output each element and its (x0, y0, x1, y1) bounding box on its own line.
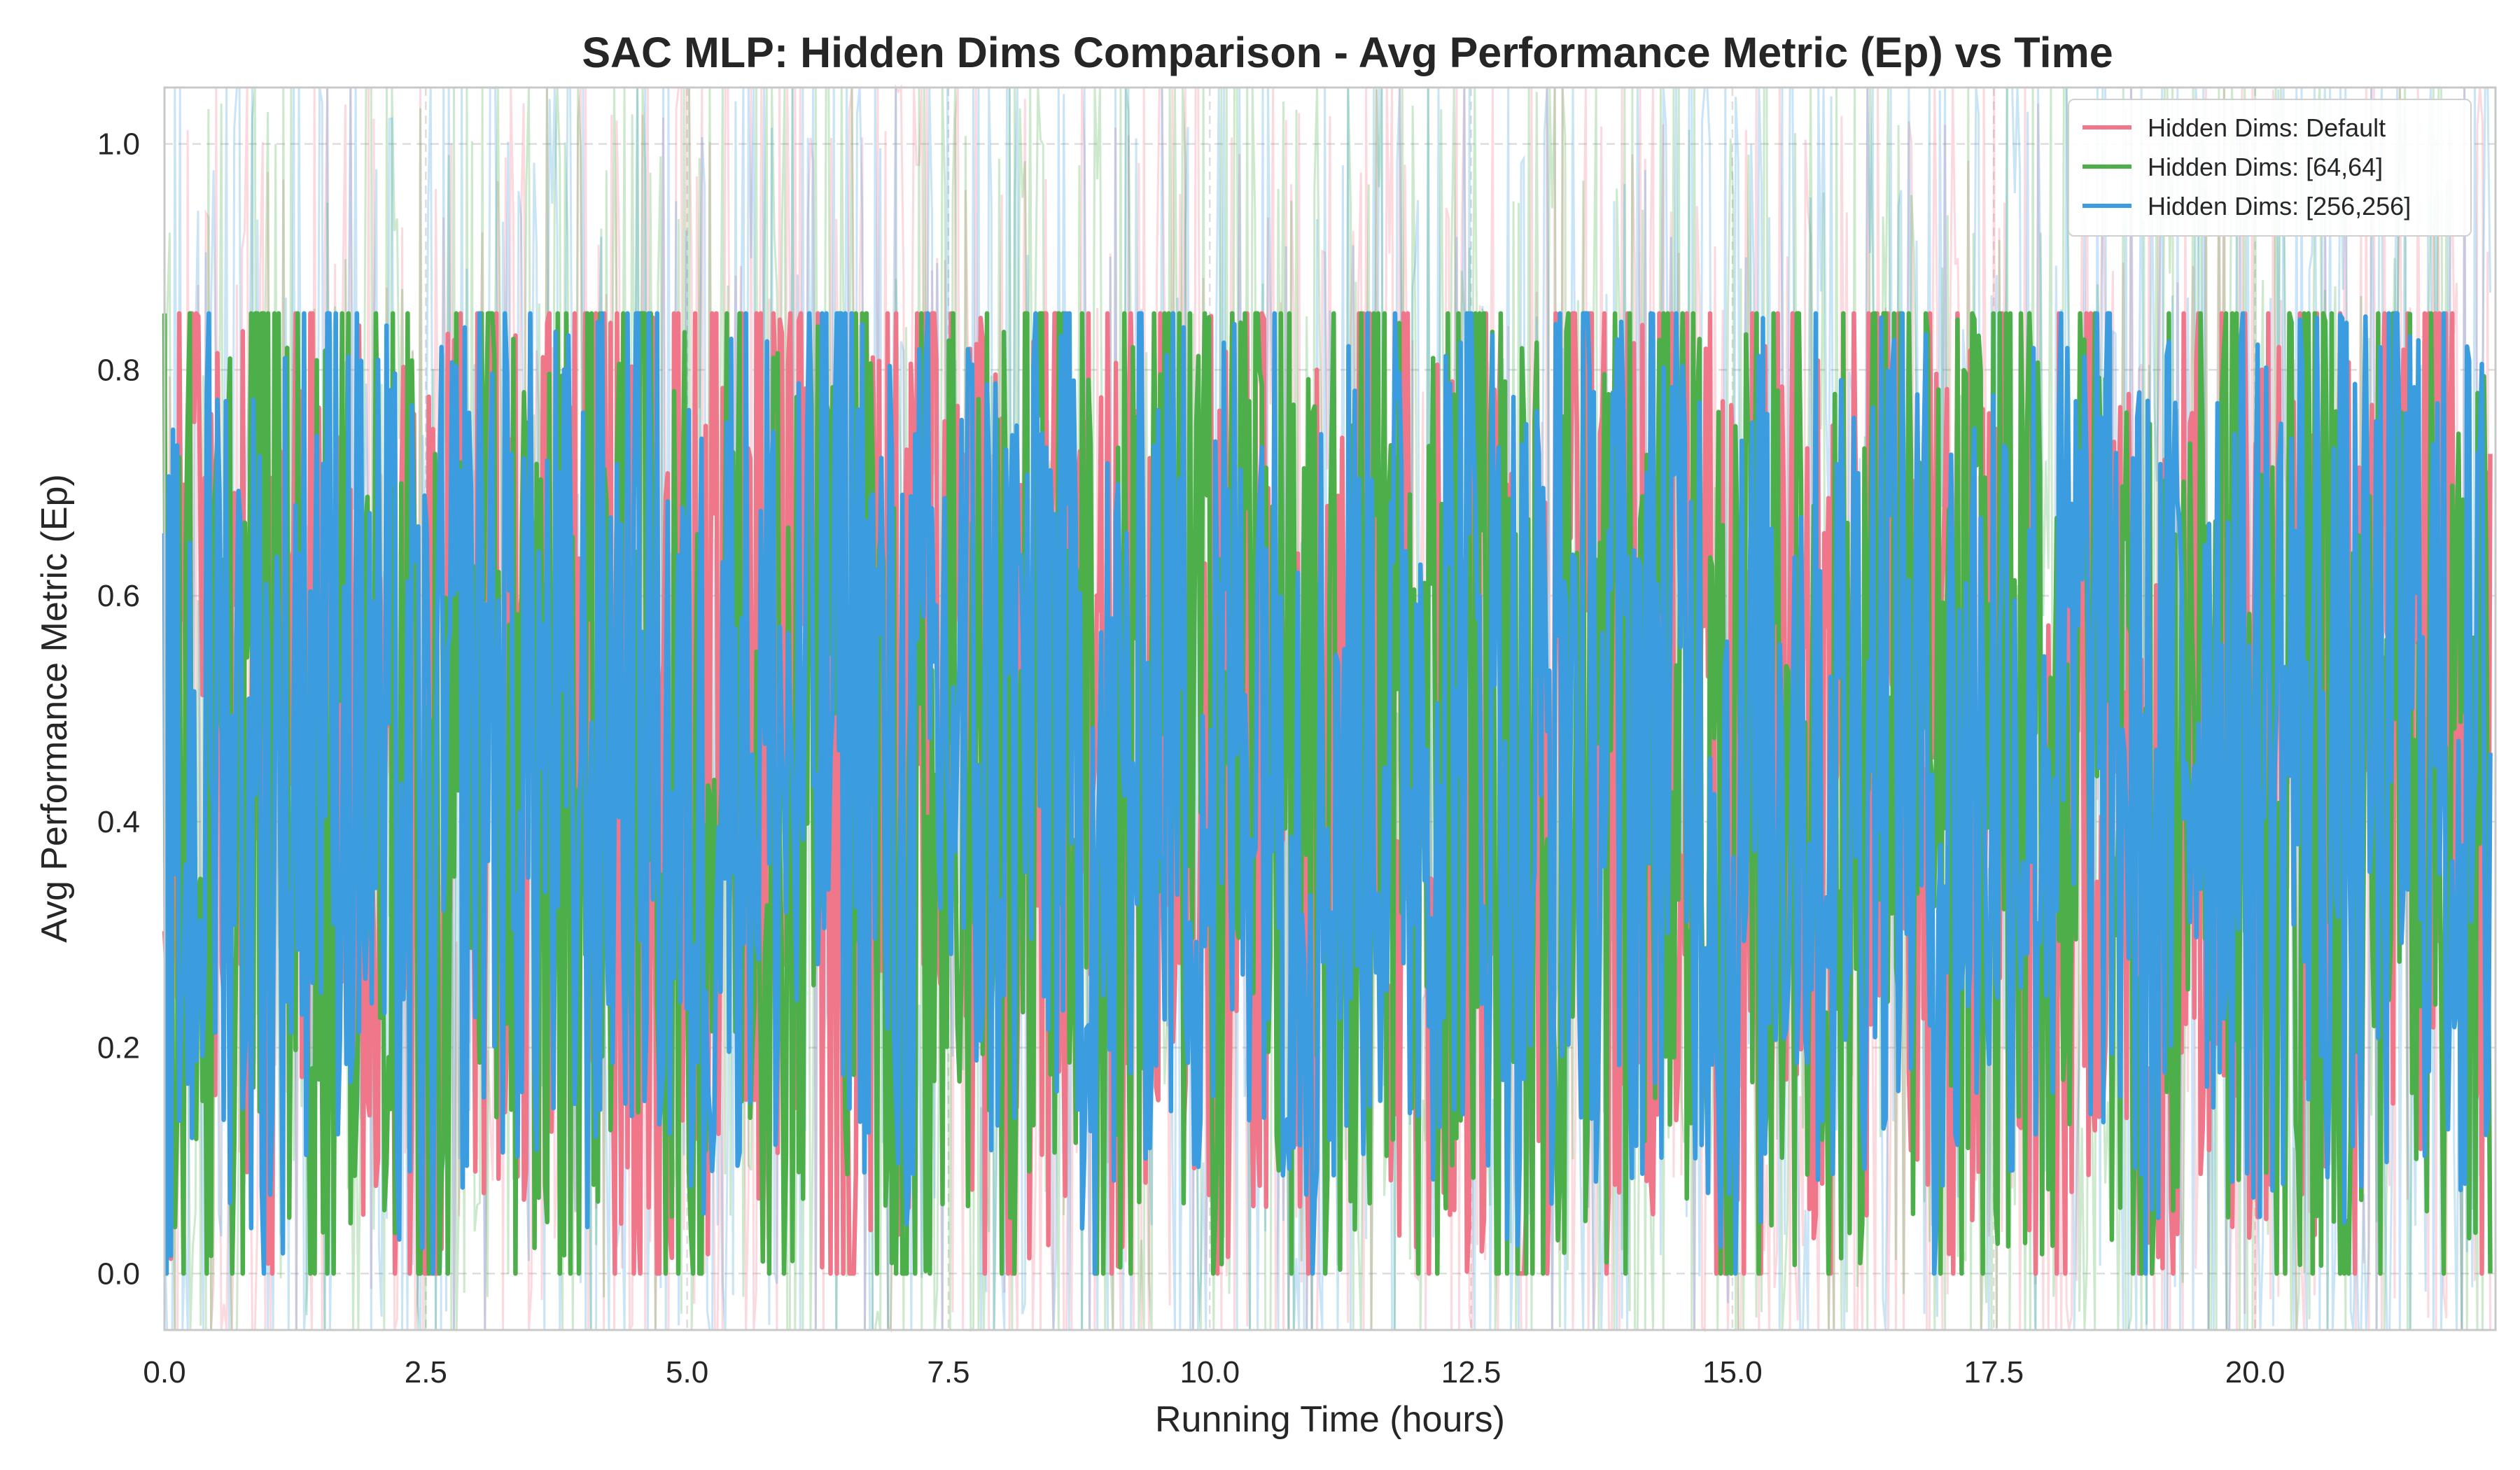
x-tick-label: 5.0 (666, 1355, 708, 1390)
legend-label: Hidden Dims: [256,256] (2148, 192, 2411, 220)
x-axis-ticks: 0.0 2.5 5.0 7.5 10.0 12.5 15.0 17.5 20.0 (143, 1355, 2285, 1390)
legend: Hidden Dims: Default Hidden Dims: [64,64]… (2068, 99, 2472, 237)
legend-label: Hidden Dims: [64,64] (2148, 153, 2383, 181)
x-tick-label: 10.0 (1180, 1355, 1240, 1390)
y-tick-label: 1.0 (97, 127, 140, 162)
y-tick-label: 0.2 (97, 1031, 140, 1065)
y-tick-label: 0.8 (97, 353, 140, 387)
x-tick-label: 15.0 (1702, 1355, 1763, 1390)
series-line (162, 311, 2493, 1276)
x-tick-label: 12.5 (1441, 1355, 1502, 1390)
x-tick-label: 7.5 (927, 1355, 969, 1390)
y-axis-label: Avg Performance Metric (Ep) (34, 474, 75, 942)
chart-title: SAC MLP: Hidden Dims Comparison - Avg Pe… (582, 29, 2113, 76)
x-tick-label: 17.5 (1963, 1355, 2024, 1390)
y-axis-ticks: 0.0 0.2 0.4 0.6 0.8 1.0 (97, 127, 140, 1292)
x-axis-label: Running Time (hours) (1155, 1399, 1505, 1440)
legend-box (2068, 99, 2472, 237)
y-tick-label: 0.6 (97, 579, 140, 613)
plot-area (162, 83, 2497, 1334)
x-tick-label: 0.0 (143, 1355, 186, 1390)
y-tick-label: 0.0 (97, 1256, 140, 1291)
series-layer (162, 311, 2493, 1276)
legend-label: Hidden Dims: Default (2148, 113, 2386, 142)
x-tick-label: 20.0 (2225, 1355, 2286, 1390)
plot-frame (163, 86, 2497, 1331)
y-tick-label: 0.4 (97, 805, 140, 839)
x-tick-label: 2.5 (405, 1355, 447, 1390)
